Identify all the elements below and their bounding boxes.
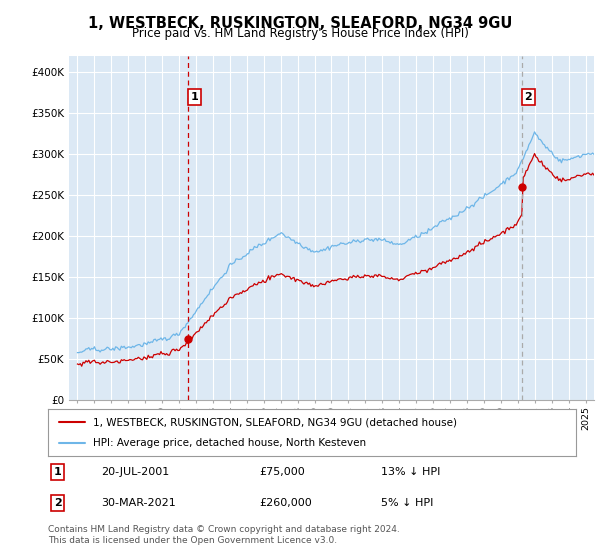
Text: 20-JUL-2001: 20-JUL-2001 xyxy=(101,466,169,477)
Text: 1, WESTBECK, RUSKINGTON, SLEAFORD, NG34 9GU (detached house): 1, WESTBECK, RUSKINGTON, SLEAFORD, NG34 … xyxy=(93,417,457,427)
Text: 30-MAR-2021: 30-MAR-2021 xyxy=(101,498,176,508)
Text: 5% ↓ HPI: 5% ↓ HPI xyxy=(380,498,433,508)
Text: Price paid vs. HM Land Registry's House Price Index (HPI): Price paid vs. HM Land Registry's House … xyxy=(131,27,469,40)
Text: 2: 2 xyxy=(524,92,532,102)
Text: 1: 1 xyxy=(191,92,199,102)
Text: £260,000: £260,000 xyxy=(259,498,312,508)
Text: 2: 2 xyxy=(53,498,61,508)
Text: 1: 1 xyxy=(53,466,61,477)
Text: Contains HM Land Registry data © Crown copyright and database right 2024.
This d: Contains HM Land Registry data © Crown c… xyxy=(48,525,400,545)
Text: £75,000: £75,000 xyxy=(259,466,305,477)
Text: HPI: Average price, detached house, North Kesteven: HPI: Average price, detached house, Nort… xyxy=(93,438,366,448)
Text: 13% ↓ HPI: 13% ↓ HPI xyxy=(380,466,440,477)
Text: 1, WESTBECK, RUSKINGTON, SLEAFORD, NG34 9GU: 1, WESTBECK, RUSKINGTON, SLEAFORD, NG34 … xyxy=(88,16,512,31)
